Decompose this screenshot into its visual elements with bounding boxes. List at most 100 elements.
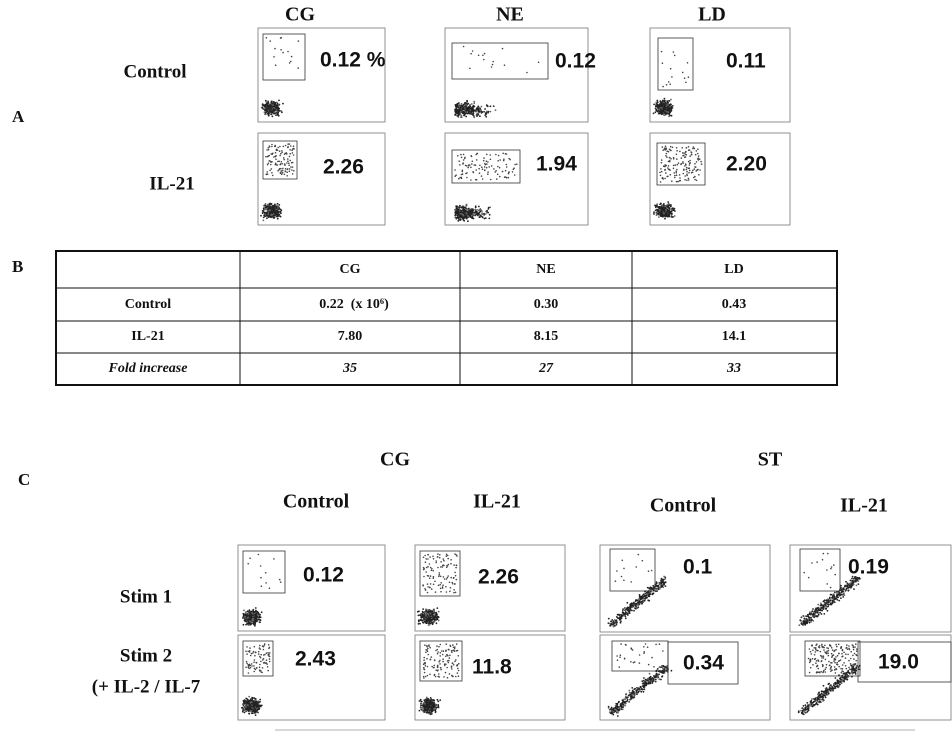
event-dot [483,52,486,55]
event-dot [663,212,665,215]
event-dot [431,613,433,616]
event-dot [658,106,661,108]
event-dot [670,212,673,215]
event-dot [486,153,488,156]
event-dot [623,579,625,582]
event-dot [267,102,270,104]
event-dot [620,575,623,578]
event-dot [821,558,824,561]
event-dot [265,155,267,158]
event-dot [676,158,678,160]
event-dot [427,558,429,560]
event-dot [276,202,279,205]
event-dot [652,677,655,680]
event-dot [681,71,684,74]
event-dot [610,706,613,709]
event-dot [282,145,285,148]
event-dot [469,67,471,70]
event-dot [432,609,435,612]
event-dot [431,623,434,626]
event-dot [617,701,620,704]
event-dot [689,159,691,162]
event-dot [481,178,484,180]
event-dot [248,624,251,626]
event-dot [476,152,478,155]
event-dot [830,567,832,570]
event-dot [272,101,275,103]
event-dot [461,170,464,173]
event-dot [468,111,470,113]
event-dot [629,604,631,606]
event-dot [470,52,472,55]
event-dot [258,647,261,649]
event-dot [481,166,483,168]
event-dot [468,208,471,211]
event-dot [266,663,268,665]
event-dot [673,215,676,217]
event-dot [499,159,502,161]
event-dot [829,602,832,605]
event-dot [278,207,281,210]
event-dot [246,653,248,655]
event-dot [614,621,616,624]
event-dot [249,664,252,667]
event-dot [835,595,838,597]
event-dot [832,595,834,598]
event-dot [695,179,698,182]
event-dot [431,708,434,711]
event-dot [641,680,644,683]
event-dot [429,614,432,617]
event-dot [451,582,454,585]
event-dot [512,168,515,171]
event-dot [454,660,456,663]
event-dot [421,614,424,616]
event-dot [650,587,653,590]
event-dot [654,209,657,212]
event-dot [665,106,667,109]
event-dot [654,678,657,681]
event-dot [663,97,666,100]
event-dot [277,114,280,117]
event-dot [825,607,827,610]
event-dot [658,216,660,218]
event-dot [657,585,659,588]
gate [451,42,549,80]
event-dot [463,219,466,222]
event-dot [283,158,286,161]
event-dot [464,105,467,107]
event-dot [636,692,638,695]
event-dot [655,643,657,646]
event-dot [256,706,259,708]
event-dot [668,115,670,118]
event-dot [684,156,687,158]
event-dot [694,166,697,168]
event-dot [666,156,668,158]
event-dot [432,615,434,617]
event-dot [617,709,620,712]
event-dot [610,711,613,714]
event-dot [265,106,267,109]
event-dot [443,578,446,580]
event-dot [624,615,627,618]
event-dot [633,688,636,691]
event-dot [624,617,627,620]
event-dot [660,577,663,580]
event-dot [270,168,273,170]
event-dot [478,210,480,212]
event-dot [614,624,616,627]
event-dot [686,62,689,64]
event-dot [257,553,260,556]
event-dot [449,644,452,647]
gate [419,550,461,597]
event-dot [833,599,835,601]
gate [419,640,463,682]
event-dot [661,580,664,583]
event-dot [647,591,650,594]
event-dot [250,623,253,625]
event-dot [656,209,659,212]
event-dot [426,646,429,648]
event-dot [692,146,695,148]
event-dot [671,146,674,149]
event-dot [454,114,457,116]
event-dot [470,179,472,181]
